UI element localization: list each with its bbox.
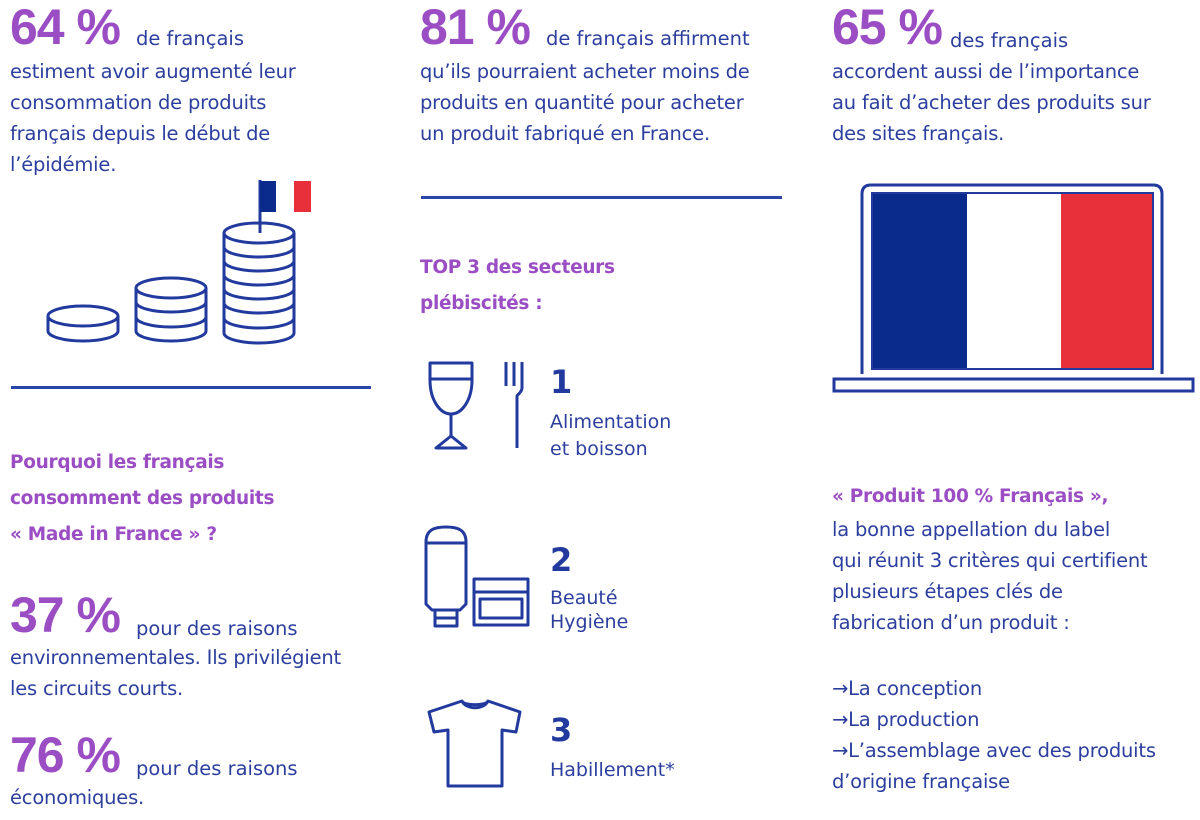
stat-64-lead: de français	[135, 27, 244, 50]
label-heading: « Produit 100 % Français »,	[832, 486, 1109, 507]
cosmetics-tube-jar-icon	[422, 524, 534, 628]
label-line: la bonne appellation du label	[832, 518, 1111, 541]
reason-37-line: les circuits courts.	[10, 677, 184, 700]
stat-65-lead: des français	[949, 29, 1069, 52]
stat-81-value: 81 %	[420, 0, 531, 55]
criteria-item: →La production	[832, 708, 980, 731]
criteria-list: →La conception →La production →L’assembl…	[832, 673, 1200, 797]
stat-64-line: français depuis le début de	[10, 122, 271, 145]
laptop-with-french-flag-icon	[832, 182, 1196, 394]
stat-64-line: consommation de produits	[10, 91, 267, 114]
rank-label: Alimentation	[550, 411, 672, 433]
label-block: « Produit 100 % Français », la bonne app…	[832, 480, 1200, 638]
reason-37-line: environnementales. Ils privilégient	[10, 646, 341, 669]
rank-number: 2	[550, 541, 573, 579]
top3-item-2: 2 Beauté Hygiène	[420, 520, 780, 633]
why-heading-line: « Made in France » ?	[10, 524, 217, 545]
reason-37-block: 37 % pour des raisons environnementales.…	[10, 590, 390, 704]
rank-label: Hygiène	[550, 611, 629, 633]
stat-64-line: l’épidémie.	[10, 153, 117, 176]
rank-label: Beauté	[550, 587, 618, 609]
stat-81-lead: de français affirment	[545, 27, 750, 50]
stat-65-value: 65 %	[832, 0, 943, 55]
reason-76-line: économiques.	[10, 786, 145, 809]
stat-64-value: 64 %	[10, 0, 121, 55]
why-heading-line: consomment des produits	[10, 488, 275, 509]
rank-number: 1	[550, 363, 573, 401]
rank-label: Habillement*	[550, 759, 675, 781]
label-line: qui réunit 3 critères qui certifient	[832, 549, 1148, 572]
top3-item-1: 1 Alimentation et boisson	[420, 358, 780, 468]
top3-heading-line: TOP 3 des secteurs	[420, 257, 615, 278]
tshirt-icon	[426, 698, 526, 790]
reason-76-lead: pour des raisons	[135, 757, 298, 780]
why-heading-line: Pourquoi les français	[10, 452, 225, 473]
divider-middle	[421, 196, 782, 199]
divider-left	[11, 386, 371, 389]
criteria-item: →La conception	[832, 677, 983, 700]
stat-81-block: 81 % de français affirment qu’ils pourra…	[420, 2, 800, 149]
label-line: fabrication d’un produit :	[832, 611, 1070, 634]
wine-glass-fork-icon	[424, 358, 534, 454]
stat-81-line: produits en quantité pour acheter	[420, 91, 744, 114]
reason-37-value: 37 %	[10, 587, 121, 643]
reason-37-lead: pour des raisons	[135, 617, 298, 640]
coin-stacks-with-french-flag-icon	[40, 175, 320, 350]
label-line: plusieurs étapes clés de	[832, 580, 1063, 603]
criteria-item: d’origine française	[832, 770, 1010, 793]
why-heading: Pourquoi les français consomment des pro…	[10, 445, 390, 553]
stat-65-line: des sites français.	[832, 122, 1005, 145]
stat-81-line: qu’ils pourraient acheter moins de	[420, 60, 750, 83]
stat-65-line: accordent aussi de l’importance	[832, 60, 1140, 83]
top3-heading-line: plébiscités :	[420, 293, 543, 314]
rank-label: et boisson	[550, 438, 648, 460]
stat-65-line: au fait d’acheter des produits sur	[832, 91, 1151, 114]
stat-65-block: 65 % des français accordent aussi de l’i…	[832, 2, 1200, 149]
reason-76-value: 76 %	[10, 727, 121, 783]
top3-item-3: 3 Habillement*	[420, 690, 780, 800]
stat-64-line: estiment avoir augmenté leur	[10, 60, 296, 83]
reason-76-block: 76 % pour des raisons économiques.	[10, 730, 390, 813]
rank-number: 3	[550, 711, 573, 749]
top3-heading: TOP 3 des secteurs plébiscités :	[420, 250, 780, 322]
stat-81-line: un produit fabriqué en France.	[420, 122, 710, 145]
stat-64-block: 64 % de français estiment avoir augmenté…	[10, 2, 390, 180]
criteria-item: →L’assemblage avec des produits	[832, 739, 1156, 762]
